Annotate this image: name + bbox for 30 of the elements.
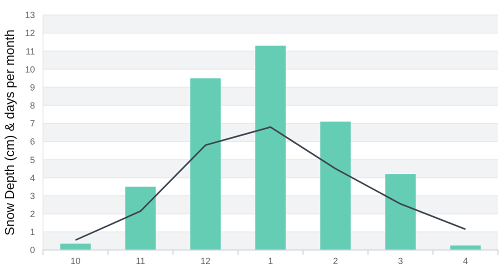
y-tick-label: 4: [30, 172, 35, 183]
y-tick-label: 6: [30, 136, 35, 147]
x-tick-label: 1: [268, 256, 274, 266]
y-tick-label: 8: [30, 100, 35, 111]
y-tick-label: 11: [26, 46, 35, 56]
y-tick-label: 5: [30, 154, 35, 165]
x-tick-label: 4: [462, 256, 468, 266]
y-tick-label: 7: [30, 118, 35, 129]
bar: [385, 174, 416, 250]
bar: [255, 46, 286, 250]
y-tick-label: 3: [30, 190, 35, 201]
x-tick-label: 3: [398, 256, 404, 266]
bar: [190, 78, 221, 250]
y-axis-title: Snow Depth (cm) & days per month: [2, 30, 17, 236]
line-series: [74, 126, 466, 241]
bar: [125, 186, 156, 250]
bar: [450, 245, 481, 250]
x-tick-label: 12: [200, 256, 211, 266]
y-tick-label: 12: [24, 28, 35, 38]
y-tick-label: 13: [24, 10, 35, 20]
y-tick-label: 10: [24, 64, 35, 74]
y-tick-label: 9: [30, 82, 35, 92]
x-tick-label: 10: [70, 256, 81, 266]
y-tick-label: 0: [30, 245, 35, 256]
x-tick-label: 2: [332, 256, 338, 266]
y-tick-label: 2: [30, 208, 35, 219]
x-tick-label: 11: [136, 256, 146, 266]
y-tick-label: 1: [30, 227, 35, 238]
bar: [320, 122, 351, 250]
bar: [60, 244, 91, 250]
